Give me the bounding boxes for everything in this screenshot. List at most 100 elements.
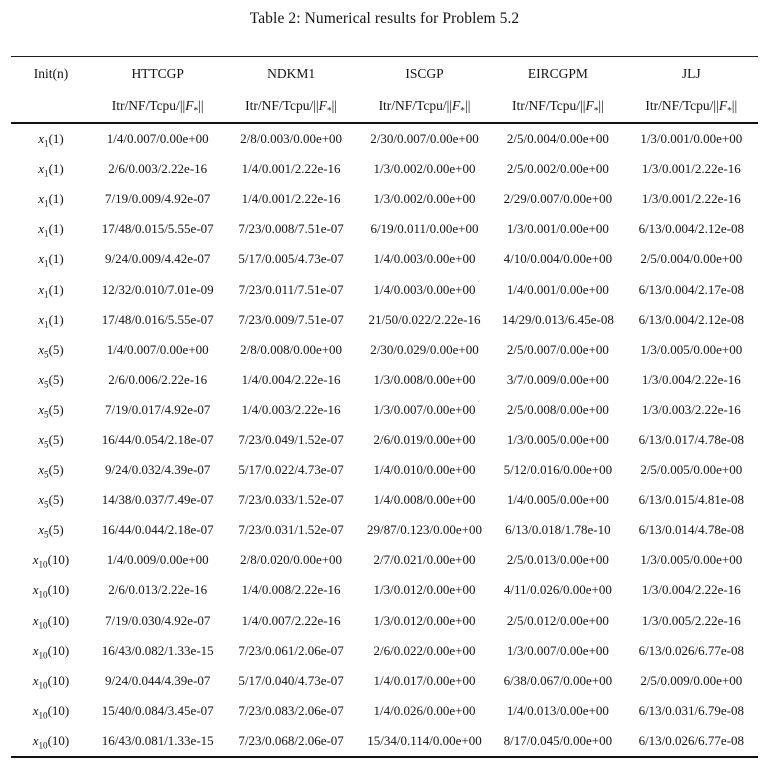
result-cell: 1/3/0.008/0.00e+00 — [373, 371, 476, 387]
norm-open: || — [446, 98, 453, 113]
result-cell: 5/17/0.022/4.73e-07 — [238, 462, 344, 478]
result-cell: 2/5/0.009/0.00e+00 — [640, 672, 743, 688]
init-cell: x10(10) — [11, 582, 91, 599]
init-variable: x — [38, 341, 45, 357]
table-row: x5(5) 14/38/0.037/7.49e-07 7/23/0.033/1.52… — [11, 485, 758, 515]
table-caption: Table 2: Numerical results for Problem 5… — [249, 10, 520, 27]
result-cell: 2/6/0.013/2.22e-16 — [108, 582, 208, 598]
init-dimension: (5) — [48, 401, 64, 417]
result-cell: 6/13/0.018/1.78e-10 — [505, 522, 611, 538]
f-symbol: F — [452, 98, 461, 113]
result-cell: 2/5/0.012/0.00e+00 — [506, 612, 609, 628]
result-cell: 1/3/0.003/2.22e-16 — [641, 401, 741, 417]
result-cell: 1/3/0.005/0.00e+00 — [640, 552, 743, 568]
metric-subheader: Itr/NF/Tcpu/||F*|| — [91, 98, 224, 116]
result-cell: 6/13/0.004/2.12e-08 — [638, 221, 744, 237]
metric-subheader: Itr/NF/Tcpu/||F*|| — [224, 98, 357, 117]
result-cell: 6/13/0.031/6.79e-08 — [638, 702, 744, 718]
init-dimension: (10) — [47, 582, 70, 598]
init-variable: x — [38, 221, 45, 237]
result-cell: 1/3/0.002/0.00e+00 — [373, 191, 476, 207]
table-row: x1(1) 17/48/0.016/5.55e-07 7/23/0.009/7.51… — [11, 305, 758, 335]
init-subscript: 5 — [44, 499, 49, 510]
result-cell: 5/17/0.040/4.73e-07 — [238, 672, 344, 688]
init-subscript: 1 — [44, 259, 49, 270]
mid-rule — [11, 122, 758, 124]
result-cell: 1/4/0.008/2.22e-16 — [241, 582, 341, 598]
result-cell: 6/13/0.026/6.77e-08 — [638, 642, 744, 658]
result-cell: 16/44/0.044/2.18e-07 — [101, 522, 214, 538]
init-cell: x1(1) — [11, 191, 91, 209]
result-cell: 2/5/0.007/0.00e+00 — [506, 341, 609, 357]
init-dimension: (10) — [47, 612, 70, 628]
result-cell: 6/13/0.004/2.12e-08 — [638, 311, 744, 327]
result-cell: 7/19/0.017/4.92e-07 — [104, 401, 211, 417]
init-cell: x1(1) — [11, 161, 91, 178]
result-cell: 1/4/0.003/0.00e+00 — [373, 251, 476, 267]
norm-open: || — [580, 98, 586, 113]
result-cell: 16/43/0.082/1.33e-15 — [101, 642, 214, 658]
result-cell: 7/19/0.009/4.92e-07 — [104, 191, 211, 207]
result-cell: 2/5/0.004/0.00e+00 — [506, 131, 609, 147]
result-cell: 7/23/0.008/7.51e-07 — [238, 221, 344, 237]
init-dimension: (1) — [48, 251, 64, 267]
init-subscript: 5 — [44, 349, 49, 360]
result-cell: 6/13/0.014/4.78e-08 — [638, 522, 744, 538]
init-variable: x — [32, 672, 39, 688]
result-cell: 6/13/0.026/6.77e-08 — [638, 732, 744, 748]
result-cell: 1/3/0.012/0.00e+00 — [373, 582, 476, 598]
subheader-row: Itr/NF/Tcpu/||F*|| Itr/NF/Tcpu/||F*|| Itr/… — [11, 90, 758, 122]
table-row: x5(5) 1/4/0.007/0.00e+00 2/8/0.008/0.00e+0… — [11, 335, 758, 365]
method-header-ndkm1: NDKM1 — [267, 65, 316, 81]
header-row: Init(n) HTTCGP NDKM1 ISCGP EIRCGPM JLJ — [11, 57, 758, 90]
init-variable: x — [38, 281, 45, 297]
init-cell: x5(5) — [11, 401, 91, 419]
result-cell: 29/87/0.123/0.00e+00 — [367, 522, 482, 538]
result-cell: 7/23/0.009/7.51e-07 — [238, 311, 344, 327]
result-cell: 2/8/0.003/0.00e+00 — [240, 131, 343, 147]
norm-open: || — [313, 98, 319, 113]
result-cell: 6/38/0.067/0.00e+00 — [503, 672, 613, 688]
init-variable: x — [38, 371, 45, 387]
bottom-rule — [11, 755, 758, 758]
init-subscript: 1 — [44, 198, 49, 209]
result-cell: 7/23/0.083/2.06e-07 — [238, 702, 344, 718]
init-subscript: 5 — [44, 439, 49, 450]
result-cell: 7/23/0.061/2.06e-07 — [238, 642, 344, 658]
result-cell: 2/6/0.019/0.00e+00 — [373, 431, 476, 447]
metric-prefix: Itr/NF/Tcpu/ — [645, 98, 714, 113]
norm-close: || — [731, 98, 738, 113]
result-cell: 17/48/0.016/5.55e-07 — [101, 311, 214, 327]
init-dimension: (1) — [48, 281, 64, 297]
f-subscript: * — [460, 106, 465, 117]
result-cell: 7/23/0.068/2.06e-07 — [238, 732, 344, 748]
f-subscript: * — [593, 106, 599, 117]
table-row: x10(10) 7/19/0.030/4.92e-07 1/4/0.007/2.22… — [11, 606, 758, 636]
init-dimension: (10) — [47, 672, 70, 688]
table-row: x10(10) 16/43/0.081/1.33e-15 7/23/0.068/2.… — [11, 726, 758, 756]
f-subscript: * — [326, 106, 332, 117]
result-cell: 2/29/0.007/0.00e+00 — [503, 191, 613, 207]
result-cell: 2/5/0.002/0.00e+00 — [506, 161, 609, 177]
result-cell: 6/13/0.004/2.17e-08 — [638, 281, 744, 297]
table-row: x5(5) 16/44/0.044/2.18e-07 7/23/0.031/1.52… — [11, 515, 758, 545]
result-cell: 1/4/0.001/0.00e+00 — [506, 281, 609, 297]
init-cell: x10(10) — [11, 552, 91, 569]
result-cell: 21/50/0.022/2.22e-16 — [368, 311, 481, 327]
result-cell: 1/4/0.003/2.22e-16 — [241, 401, 341, 417]
result-cell: 1/4/0.005/0.00e+00 — [506, 492, 609, 508]
result-cell: 6/13/0.015/4.81e-08 — [638, 492, 744, 508]
top-rule — [11, 56, 758, 57]
table-row: x10(10) 9/24/0.044/4.39e-07 5/17/0.040/4.7… — [11, 666, 758, 696]
f-symbol: F — [585, 98, 594, 113]
result-cell: 2/6/0.022/0.00e+00 — [373, 642, 476, 658]
result-cell: 1/4/0.001/2.22e-16 — [241, 191, 341, 207]
result-cell: 1/4/0.013/0.00e+00 — [506, 702, 609, 718]
norm-close: || — [331, 98, 338, 113]
init-subscript: 10 — [38, 650, 48, 661]
init-cell: x1(1) — [11, 221, 91, 238]
init-dimension: (5) — [48, 341, 64, 357]
init-subscript: 1 — [44, 138, 49, 149]
init-dimension: (5) — [48, 431, 64, 447]
